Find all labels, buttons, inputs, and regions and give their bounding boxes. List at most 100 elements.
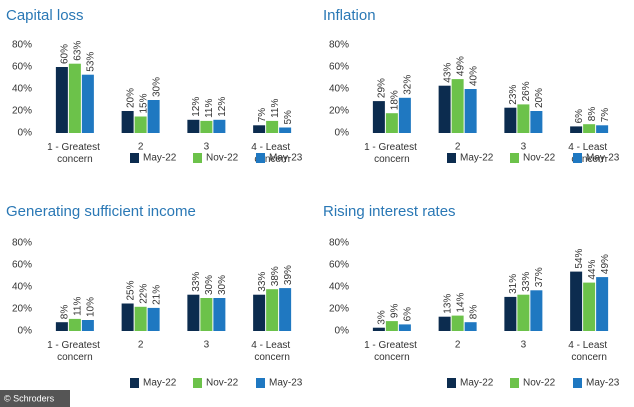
chart-title: Capital loss <box>6 7 84 24</box>
x-tick-label: 3 <box>204 142 210 153</box>
legend-swatch <box>256 153 265 163</box>
legend-swatch <box>256 378 265 388</box>
value-label: 15% <box>138 93 149 113</box>
bar <box>398 324 411 331</box>
bar <box>517 294 530 331</box>
x-tick-label: 2 <box>455 142 461 153</box>
x-tick-label: 1 - Greatest concern <box>364 142 420 165</box>
source-badge <box>0 390 70 407</box>
y-tick-label: 60% <box>329 260 349 271</box>
bar <box>464 322 477 331</box>
bar <box>504 296 517 331</box>
x-tick-label: 2 <box>138 340 144 351</box>
legend-label: May-23 <box>586 378 620 389</box>
value-label: 37% <box>534 267 545 287</box>
bar <box>266 289 279 331</box>
legend-swatch <box>130 378 139 388</box>
bar <box>279 127 292 133</box>
legend-label: May-22 <box>460 153 494 164</box>
legend-label: May-23 <box>269 378 303 389</box>
bar <box>451 79 464 133</box>
value-label: 7% <box>600 108 611 123</box>
bar <box>570 126 583 133</box>
value-label: 49% <box>455 56 466 76</box>
value-label: 12% <box>217 97 228 117</box>
y-tick-label: 20% <box>329 304 349 315</box>
y-tick-label: 60% <box>12 62 32 73</box>
x-tick-label: 4 - Least concern <box>251 340 293 363</box>
bar <box>451 315 464 331</box>
y-tick-label: 80% <box>12 40 32 51</box>
value-label: 30% <box>217 275 228 295</box>
y-tick-label: 40% <box>12 282 32 293</box>
legend-label: May-22 <box>460 378 494 389</box>
bar <box>121 303 134 331</box>
legend-swatch <box>193 153 202 163</box>
value-label: 23% <box>508 85 519 105</box>
x-tick-label: 3 <box>204 340 210 351</box>
bar <box>372 101 385 133</box>
legend-label: May-23 <box>269 153 303 164</box>
value-label: 18% <box>390 90 401 110</box>
x-tick-label: 4 - Least concern <box>568 340 610 363</box>
value-label: 5% <box>283 110 294 125</box>
value-label: 43% <box>442 63 453 83</box>
y-tick-label: 60% <box>329 62 349 73</box>
bar <box>398 97 411 133</box>
bar <box>253 294 266 331</box>
legend-label: May-22 <box>143 378 177 389</box>
legend-swatch <box>447 378 456 388</box>
value-label: 11% <box>204 99 215 118</box>
value-label: 7% <box>257 108 268 123</box>
bar <box>134 116 147 133</box>
bar <box>200 298 213 331</box>
x-tick-label: 1 - Greatest concern <box>47 340 103 363</box>
y-tick-label: 0% <box>18 326 33 337</box>
bar <box>81 320 94 331</box>
value-label: 9% <box>390 304 401 319</box>
legend-swatch <box>510 153 519 163</box>
x-tick-label: 2 <box>455 340 461 351</box>
value-label: 8% <box>60 305 71 320</box>
bar <box>596 125 609 133</box>
x-tick-label: 1 - Greatest concern <box>364 340 420 363</box>
bar <box>68 63 81 134</box>
bar <box>385 113 398 133</box>
chart-title: Generating sufficient income <box>6 203 196 220</box>
value-label: 63% <box>73 41 84 61</box>
value-label: 21% <box>151 285 162 305</box>
y-tick-label: 0% <box>18 128 33 139</box>
value-label: 13% <box>442 294 453 314</box>
value-label: 31% <box>508 274 519 294</box>
y-tick-label: 20% <box>329 106 349 117</box>
value-label: 14% <box>455 292 466 312</box>
x-tick-label: 3 <box>521 340 527 351</box>
bar <box>517 104 530 133</box>
bar <box>583 124 596 133</box>
y-tick-label: 80% <box>329 40 349 51</box>
legend-label: Nov-22 <box>523 378 556 389</box>
value-label: 33% <box>191 272 202 292</box>
bar <box>121 111 134 133</box>
value-label: 44% <box>587 259 598 279</box>
bar <box>187 294 200 331</box>
value-label: 33% <box>521 272 532 292</box>
value-label: 12% <box>191 97 202 117</box>
y-tick-label: 40% <box>329 84 349 95</box>
bar <box>147 100 160 133</box>
value-label: 8% <box>587 107 598 122</box>
bar <box>385 321 398 331</box>
legend-swatch <box>573 153 582 163</box>
y-tick-label: 40% <box>329 282 349 293</box>
bar <box>438 316 451 331</box>
x-tick-label: 4 - Least concern <box>251 142 293 165</box>
legend-swatch <box>510 378 519 388</box>
y-tick-label: 20% <box>12 304 32 315</box>
bar <box>530 111 543 133</box>
value-label: 30% <box>151 77 162 97</box>
bar <box>213 298 226 331</box>
bar <box>134 306 147 331</box>
bar <box>55 322 68 331</box>
bar <box>464 89 477 133</box>
legend-label: Nov-22 <box>523 153 556 164</box>
